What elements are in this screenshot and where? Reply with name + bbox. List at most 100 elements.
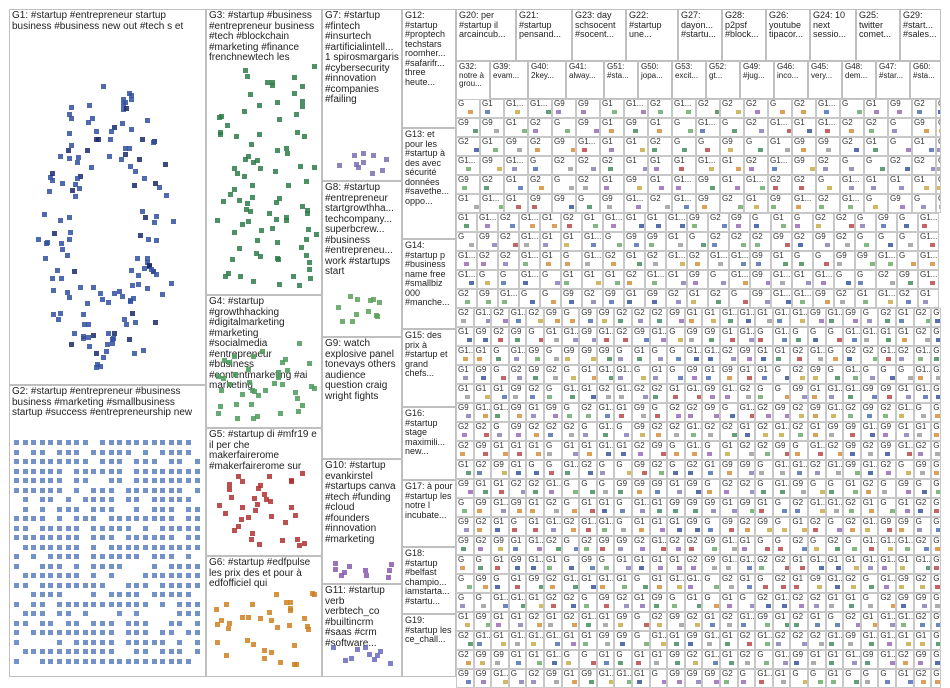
tiny-group[interactable]: G1 (561, 232, 582, 251)
tiny-group[interactable]: G9 (508, 403, 527, 422)
tiny-group[interactable]: G2 (614, 308, 632, 327)
tiny-group[interactable]: G1... (768, 118, 792, 137)
tiny-group[interactable]: G9 (897, 270, 918, 289)
tiny-group[interactable]: G1... (579, 612, 597, 631)
tiny-group[interactable]: G1 (504, 194, 528, 213)
tiny-group[interactable]: G2 (632, 384, 650, 403)
tiny-group[interactable]: G1 (600, 175, 624, 194)
tiny-group[interactable]: G2 (834, 232, 855, 251)
tiny-group[interactable]: G (834, 270, 855, 289)
tiny-group[interactable]: G9 (579, 346, 597, 365)
tiny-group[interactable]: G2 (576, 175, 600, 194)
tiny-group[interactable]: G (614, 460, 632, 479)
tiny-group[interactable]: G (755, 460, 773, 479)
tiny-group[interactable]: G9 (772, 403, 791, 422)
tiny-group[interactable]: G2 (596, 384, 615, 403)
tiny-group[interactable]: G1... (526, 555, 544, 574)
tiny-group[interactable]: G9 (720, 517, 738, 536)
tiny-group[interactable]: G1 (744, 194, 768, 213)
tiny-group[interactable]: G1... (790, 460, 808, 479)
tiny-group[interactable]: G1... (456, 156, 480, 175)
tiny-group[interactable]: G1... (744, 175, 768, 194)
tiny-group[interactable]: G (888, 118, 912, 137)
tiny-group[interactable]: G1 (864, 99, 888, 118)
tiny-group[interactable]: G2 (684, 536, 703, 555)
tiny-group[interactable]: G1 (755, 308, 773, 327)
tiny-group[interactable]: G9 (456, 669, 474, 688)
tiny-group[interactable]: G9 (508, 555, 527, 574)
tiny-group[interactable]: G9 (843, 422, 861, 441)
tiny-group[interactable]: G1... (878, 346, 896, 365)
tiny-group[interactable]: G2 (684, 403, 703, 422)
tiny-group[interactable]: G2 (649, 384, 668, 403)
tiny-group[interactable]: G2 (913, 669, 932, 688)
tiny-group[interactable]: G9 (792, 156, 816, 175)
tiny-group[interactable]: G9 (579, 669, 597, 688)
tiny-group[interactable]: G1 (825, 593, 844, 612)
tiny-group[interactable]: G9 (878, 517, 896, 536)
tiny-group[interactable]: G1 (456, 327, 474, 346)
tiny-group[interactable]: G1... (771, 270, 792, 289)
tiny-group[interactable]: G (913, 403, 932, 422)
tiny-group[interactable]: G2 (755, 593, 773, 612)
tiny-group[interactable]: G (825, 479, 844, 498)
tiny-group[interactable]: G9 (596, 593, 615, 612)
tiny-group[interactable]: G (825, 327, 844, 346)
tiny-group[interactable]: G1 (931, 669, 941, 688)
tiny-group[interactable]: G1... (561, 327, 580, 346)
tiny-group[interactable]: G (579, 422, 597, 441)
tiny-group[interactable]: G1... (816, 99, 840, 118)
tiny-group[interactable]: G1... (808, 441, 826, 460)
tiny-group[interactable]: G (632, 365, 650, 384)
tiny-group[interactable]: G2 (768, 175, 792, 194)
tiny-group[interactable]: G1... (544, 479, 562, 498)
tiny-group[interactable]: G1... (931, 479, 941, 498)
tiny-group[interactable]: G1... (843, 365, 861, 384)
tiny-group[interactable]: G1 (720, 498, 738, 517)
tiny-group[interactable]: G9 (456, 403, 474, 422)
tiny-group[interactable]: G (519, 289, 540, 308)
tiny-group[interactable]: G9 (843, 441, 861, 460)
tiny-group[interactable]: G1... (918, 270, 939, 289)
tiny-group[interactable]: G1... (614, 365, 632, 384)
tiny-group[interactable]: G2 (755, 555, 773, 574)
tiny-group[interactable]: G2 (720, 99, 744, 118)
tiny-group[interactable]: G9 (473, 650, 492, 669)
tiny-group[interactable]: G1... (519, 270, 540, 289)
tiny-group[interactable]: G1 (702, 612, 720, 631)
tiny-group[interactable]: G1... (878, 574, 896, 593)
tiny-group[interactable]: G9 (600, 194, 624, 213)
tiny-group[interactable]: G2 (878, 403, 896, 422)
tiny-group[interactable]: G2 (508, 365, 527, 384)
tiny-group[interactable]: G2 (792, 232, 813, 251)
tiny-group[interactable]: G9 (843, 308, 861, 327)
tiny-group[interactable]: G2 (790, 365, 808, 384)
tiny-group[interactable]: G1... (720, 536, 738, 555)
tiny-group[interactable]: G1 (473, 346, 492, 365)
tiny-group[interactable]: G2 (755, 403, 773, 422)
tiny-group[interactable]: G1 (526, 517, 544, 536)
tiny-group[interactable]: G9 (632, 460, 650, 479)
tiny-group[interactable]: G (878, 669, 896, 688)
tiny-group[interactable]: G2 (772, 631, 791, 650)
tiny-group[interactable]: G1 (579, 631, 597, 650)
tiny-group[interactable]: G1 (645, 213, 666, 232)
tiny-group[interactable]: G (931, 631, 941, 650)
tiny-group[interactable]: G2 (729, 232, 750, 251)
group-g23[interactable]: G23: day schsocent #socent... (572, 9, 626, 61)
tiny-group[interactable]: G1 (913, 631, 932, 650)
tiny-group[interactable]: G2 (913, 612, 932, 631)
group-g53[interactable]: G53: excit... (672, 61, 706, 99)
tiny-group[interactable]: G1 (491, 441, 509, 460)
tiny-group[interactable]: G (816, 175, 840, 194)
tiny-group[interactable]: G1... (772, 479, 791, 498)
tiny-group[interactable]: G9 (684, 669, 703, 688)
tiny-group[interactable]: G1 (540, 232, 561, 251)
tiny-group[interactable]: G2 (720, 669, 738, 688)
tiny-group[interactable]: G2 (684, 555, 703, 574)
tiny-group[interactable]: G1... (878, 536, 896, 555)
tiny-group[interactable]: G1... (772, 593, 791, 612)
tiny-group[interactable]: G1... (544, 631, 562, 650)
tiny-group[interactable]: G2 (684, 650, 703, 669)
tiny-group[interactable]: G1... (491, 669, 509, 688)
